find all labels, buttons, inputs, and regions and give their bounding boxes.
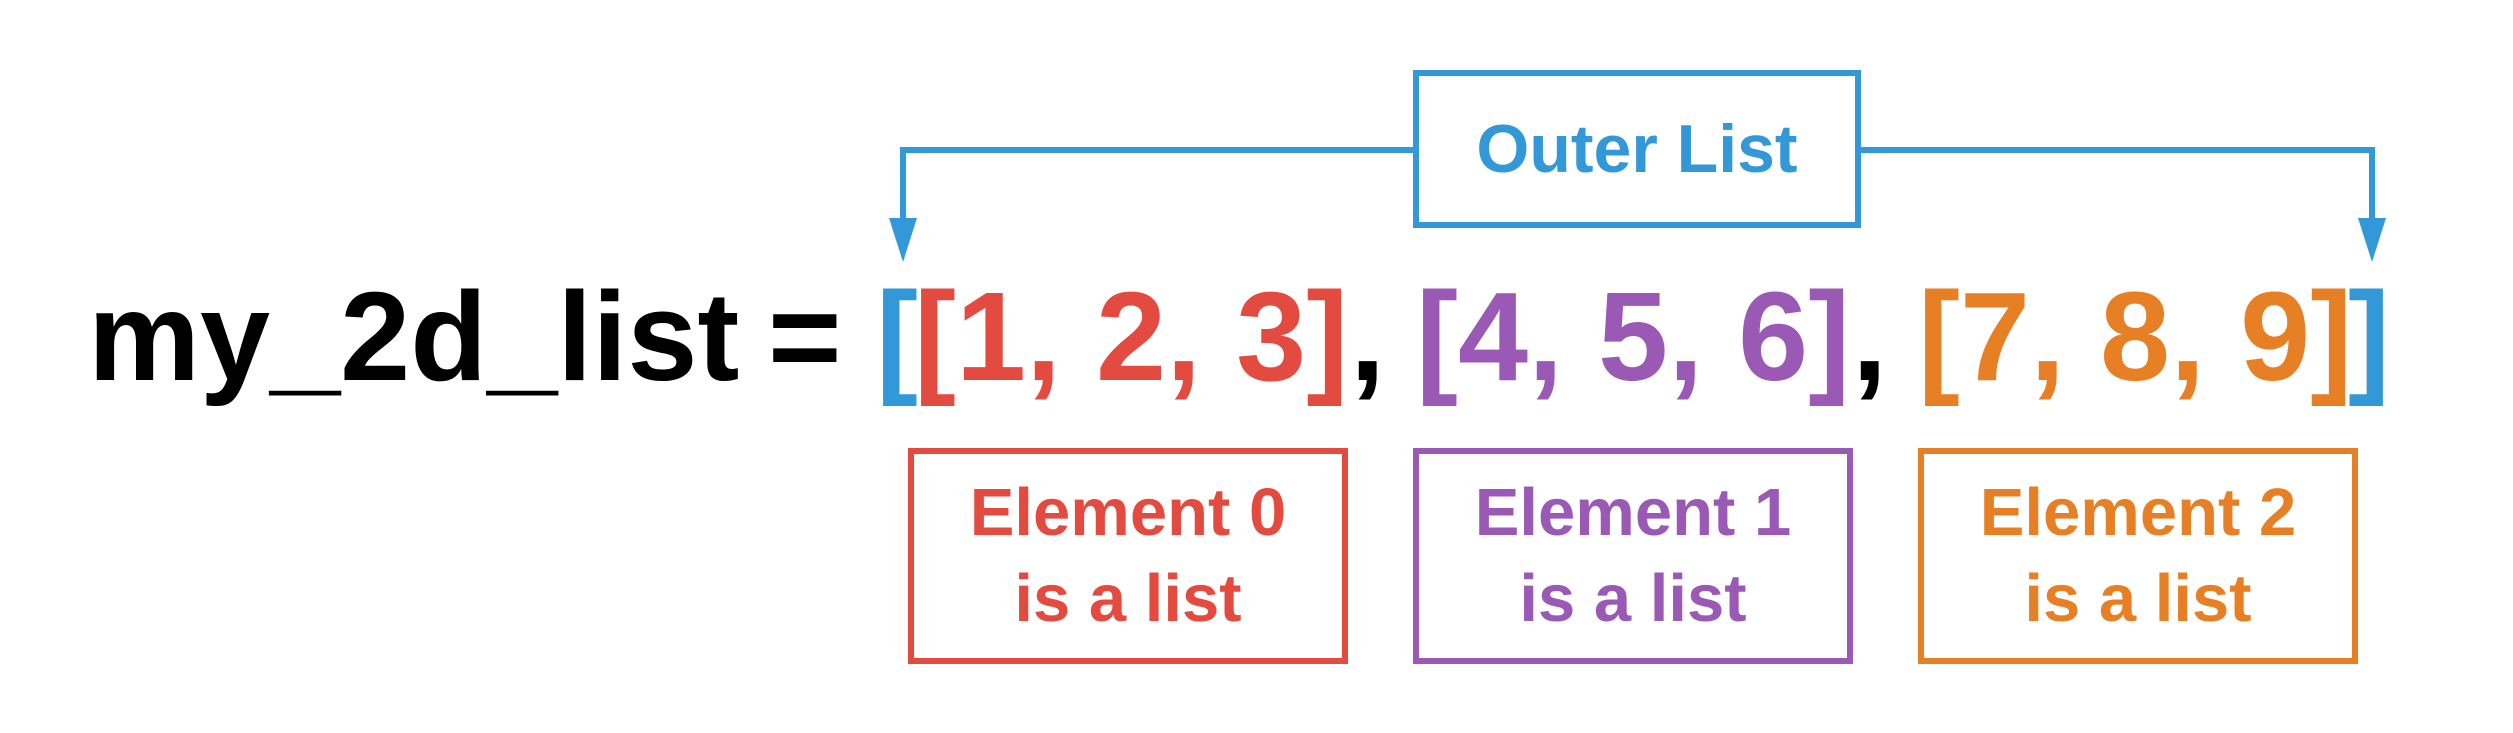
outer-open-bracket: [ <box>876 266 918 407</box>
element-2-label-box: Element 2 is a list <box>1918 448 2358 664</box>
element-0-label-line2: is a list <box>1014 561 1242 636</box>
element-2-code: [7, 8, 9] <box>1918 266 2353 407</box>
element-1-label-line2: is a list <box>1519 561 1747 636</box>
element-2-label-line2: is a list <box>2024 561 2252 636</box>
outer-close-bracket: ] <box>2348 266 2390 407</box>
element-0-label-box: Element 0 is a list <box>908 448 1348 664</box>
element-0-label-line1: Element 0 <box>969 475 1287 550</box>
left-connector-line <box>900 147 1415 222</box>
element-1-code: [4, 5, 6] <box>1416 266 1851 407</box>
separator-1: , <box>1350 266 1386 407</box>
separator-2: , <box>1852 266 1888 407</box>
outer-list-label-box: Outer List <box>1413 70 1861 228</box>
code-variable: my_2d_list <box>88 266 740 407</box>
right-connector-line <box>1858 147 2375 222</box>
outer-list-label: Outer List <box>1476 111 1798 187</box>
left-arrow-icon <box>889 218 917 262</box>
right-arrow-icon <box>2358 218 2386 262</box>
element-1-label-box: Element 1 is a list <box>1413 448 1853 664</box>
element-0-code: [1, 2, 3] <box>914 266 1349 407</box>
element-1-label-line1: Element 1 <box>1474 475 1792 550</box>
code-equals: = <box>768 266 842 407</box>
element-2-label-line1: Element 2 <box>1979 475 2297 550</box>
